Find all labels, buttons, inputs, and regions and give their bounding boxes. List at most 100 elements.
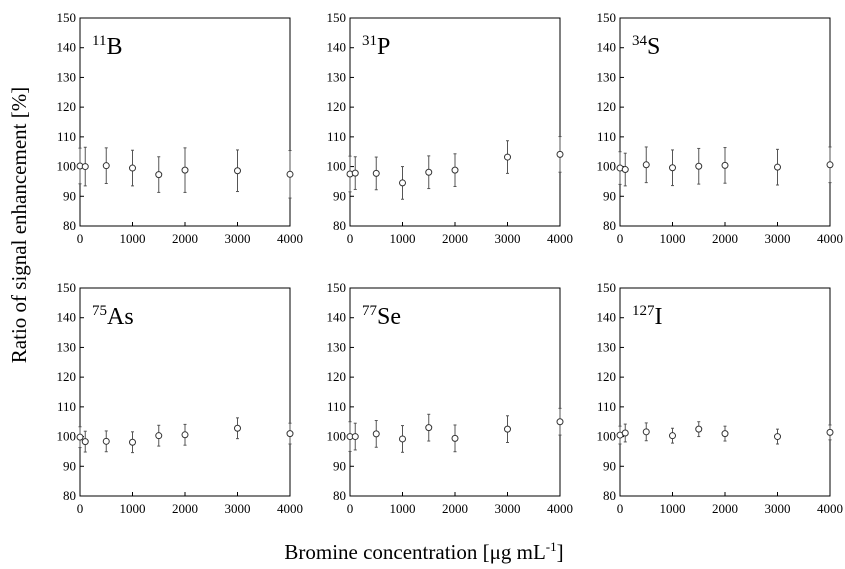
data-point [155, 171, 163, 179]
element-label: 11B [92, 33, 122, 60]
data-point [556, 418, 564, 426]
y-axis-title: Ratio of signal enhancement [%] [7, 87, 31, 363]
data-point [451, 166, 459, 174]
x-tick-label: 2000 [172, 501, 198, 516]
data-point [642, 161, 650, 169]
y-tick-label: 90 [603, 458, 616, 473]
x-tick-label: 0 [77, 501, 84, 516]
y-tick-label: 140 [327, 310, 347, 325]
x-tick-label: 0 [617, 501, 624, 516]
data-point [504, 153, 511, 161]
data-point [721, 430, 729, 438]
y-tick-label: 90 [333, 188, 346, 203]
data-point [76, 433, 84, 441]
data-point [504, 425, 511, 433]
element-label: 77Se [362, 303, 401, 330]
x-axis-title: Bromine concentration [μg mL-1] [284, 539, 563, 564]
data-point [642, 428, 650, 436]
x-tick-label: 1000 [120, 501, 146, 516]
x-tick-label: 1000 [660, 231, 686, 246]
y-tick-label: 140 [327, 40, 347, 55]
x-tick-label: 3000 [765, 501, 791, 516]
y-tick-label: 100 [327, 429, 347, 444]
element-mass: 127 [632, 303, 655, 319]
y-tick-label: 120 [597, 369, 617, 384]
x-tick-label: 3000 [495, 501, 521, 516]
element-symbol: As [107, 304, 134, 330]
x-tick-label: 2000 [442, 231, 468, 246]
panel-s: 80 90 100 110 120 130 140 150 0 1000 2000 3000 4000 3… [597, 10, 844, 246]
y-tick-label: 80 [63, 218, 76, 233]
element-label: 34S [632, 33, 660, 60]
data-point [372, 169, 380, 177]
y-tick-label: 130 [57, 69, 77, 84]
data-point [425, 424, 433, 432]
data-point [826, 428, 834, 436]
data-point [695, 162, 703, 170]
element-mass: 11 [92, 33, 106, 49]
data-point [102, 162, 110, 170]
data-point [695, 425, 703, 433]
x-tick-label: 3000 [225, 231, 251, 246]
x-tick-label: 4000 [547, 231, 573, 246]
y-tick-label: 150 [57, 10, 77, 25]
y-tick-label: 100 [327, 159, 347, 174]
element-symbol: P [377, 34, 390, 60]
data-point [774, 163, 781, 171]
y-tick-label: 130 [597, 69, 617, 84]
y-tick-label: 80 [333, 488, 346, 503]
data-point [556, 150, 564, 158]
x-axis-title-sup: -1 [546, 539, 557, 554]
data-point [102, 437, 110, 445]
y-tick-label: 110 [327, 129, 346, 144]
data-point [155, 432, 163, 440]
x-axis-title-main: Bromine concentration [μg mL [284, 540, 545, 564]
x-tick-label: 0 [347, 231, 354, 246]
panel-as: 80 90 100 110 120 130 140 150 0 1000 2000 3000 4000 7… [57, 280, 304, 516]
y-tick-label: 120 [57, 369, 77, 384]
x-tick-label: 4000 [817, 501, 843, 516]
element-label: 75As [92, 303, 134, 330]
data-point [721, 161, 729, 169]
data-point [286, 430, 294, 438]
data-point [234, 424, 241, 432]
x-tick-label: 2000 [712, 231, 738, 246]
x-tick-label: 4000 [817, 231, 843, 246]
x-tick-label: 4000 [277, 501, 303, 516]
data-point [669, 164, 676, 172]
y-tick-label: 150 [597, 280, 617, 295]
data-point [81, 438, 89, 446]
x-tick-label: 1000 [390, 501, 416, 516]
y-tick-label: 130 [327, 339, 347, 354]
x-tick-label: 3000 [495, 231, 521, 246]
x-tick-label: 4000 [547, 501, 573, 516]
y-tick-label: 130 [57, 339, 77, 354]
y-tick-label: 100 [57, 429, 77, 444]
data-point [669, 432, 676, 440]
element-mass: 34 [632, 33, 648, 49]
y-tick-label: 120 [597, 99, 617, 114]
element-symbol: S [647, 34, 660, 60]
x-tick-label: 4000 [277, 231, 303, 246]
element-mass: 75 [92, 303, 107, 319]
y-tick-label: 90 [63, 458, 76, 473]
data-point [129, 438, 136, 446]
data-point [399, 179, 406, 187]
element-label: 127I [632, 303, 663, 330]
data-point [286, 170, 294, 178]
data-point [81, 163, 89, 171]
y-tick-label: 120 [327, 369, 347, 384]
data-point [451, 434, 459, 442]
data-point [181, 166, 189, 174]
element-symbol: B [106, 34, 122, 60]
y-tick-label: 110 [57, 129, 76, 144]
y-tick-label: 80 [603, 488, 616, 503]
data-point [826, 161, 834, 169]
x-tick-label: 3000 [765, 231, 791, 246]
plot-frame [619, 287, 831, 497]
data-point [621, 429, 629, 437]
data-point [621, 166, 629, 174]
panel-p: 80 90 100 110 120 130 140 150 0 1000 2000 3000 4000 3… [327, 10, 574, 246]
y-tick-label: 150 [327, 10, 347, 25]
